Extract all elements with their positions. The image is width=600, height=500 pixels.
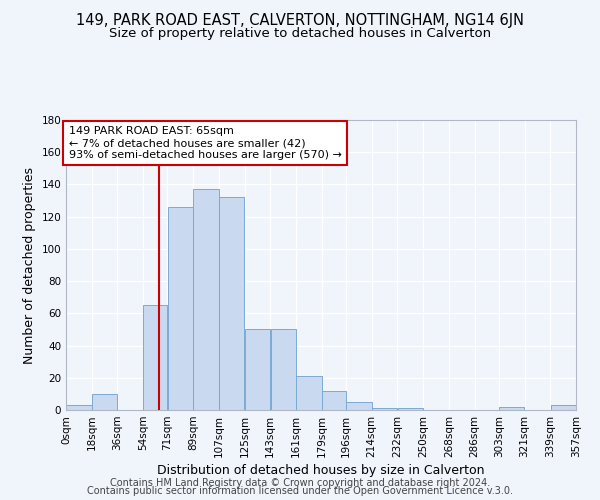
- Text: Contains public sector information licensed under the Open Government Licence v.: Contains public sector information licen…: [87, 486, 513, 496]
- X-axis label: Distribution of detached houses by size in Calverton: Distribution of detached houses by size …: [157, 464, 485, 477]
- Bar: [296, 376, 322, 410]
- Bar: [193, 190, 218, 410]
- Text: 149, PARK ROAD EAST, CALVERTON, NOTTINGHAM, NG14 6JN: 149, PARK ROAD EAST, CALVERTON, NOTTINGH…: [76, 12, 524, 28]
- Bar: [346, 402, 371, 410]
- Bar: [271, 330, 296, 410]
- Bar: [92, 394, 117, 410]
- Text: 149 PARK ROAD EAST: 65sqm
← 7% of detached houses are smaller (42)
93% of semi-d: 149 PARK ROAD EAST: 65sqm ← 7% of detach…: [69, 126, 342, 160]
- Bar: [167, 207, 193, 410]
- Bar: [219, 198, 244, 410]
- Y-axis label: Number of detached properties: Number of detached properties: [23, 166, 36, 364]
- Bar: [372, 408, 397, 410]
- Bar: [499, 407, 524, 410]
- Bar: [66, 405, 91, 410]
- Bar: [551, 405, 576, 410]
- Bar: [322, 390, 346, 410]
- Text: Contains HM Land Registry data © Crown copyright and database right 2024.: Contains HM Land Registry data © Crown c…: [110, 478, 490, 488]
- Bar: [143, 306, 167, 410]
- Bar: [398, 408, 423, 410]
- Text: Size of property relative to detached houses in Calverton: Size of property relative to detached ho…: [109, 28, 491, 40]
- Bar: [245, 330, 270, 410]
